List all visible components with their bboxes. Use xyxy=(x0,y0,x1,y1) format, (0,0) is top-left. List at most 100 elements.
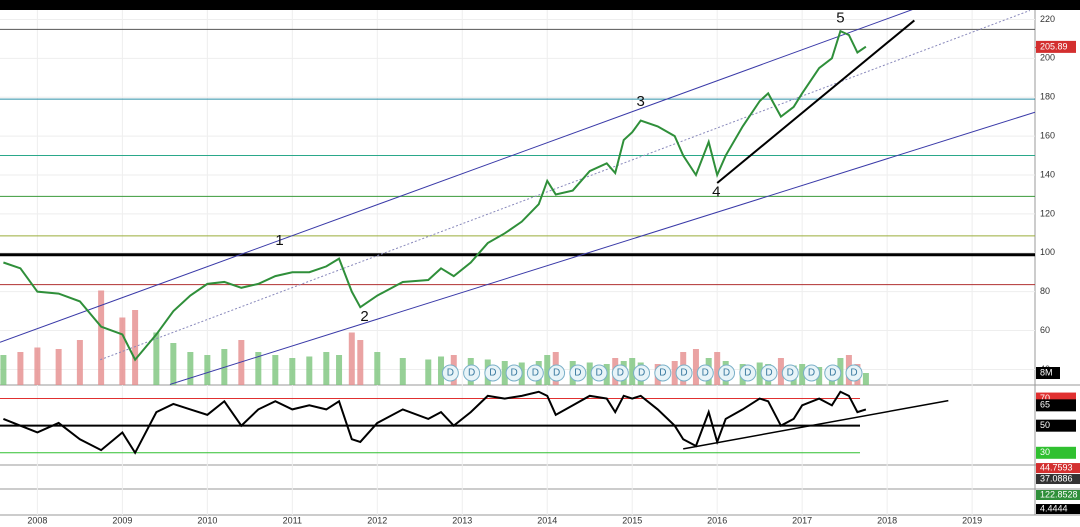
y-tick-label: 180 xyxy=(1040,92,1055,102)
x-tick-label: 2010 xyxy=(197,515,217,525)
dividend-marker xyxy=(633,364,651,382)
volume-bar xyxy=(238,340,245,385)
volume-bar xyxy=(629,358,636,385)
volume-bar xyxy=(692,349,699,385)
volume-bar xyxy=(374,352,381,385)
wave-label: 2 xyxy=(360,308,368,325)
dividend-marker xyxy=(484,364,502,382)
dividend-label: D xyxy=(787,368,794,379)
macd-label: 4.4444 xyxy=(1040,503,1068,513)
dividend-marker xyxy=(569,364,587,382)
rsi-last-label: 65 xyxy=(1040,400,1050,410)
volume-bar xyxy=(586,362,593,385)
stoch-label: 37.0886 xyxy=(1040,473,1073,483)
trend-line xyxy=(169,111,1035,385)
volume-label: 8M xyxy=(1040,367,1053,377)
wave-label: 1 xyxy=(275,232,283,249)
dividend-label: D xyxy=(468,368,475,379)
dividend-label: D xyxy=(744,368,751,379)
last-price: 205.89 xyxy=(1040,41,1068,51)
x-tick-label: 2015 xyxy=(622,515,642,525)
wave-label: 3 xyxy=(637,93,645,110)
volume-bar xyxy=(714,352,721,385)
x-tick-label: 2014 xyxy=(537,515,557,525)
dividend-label: D xyxy=(659,368,666,379)
volume-bar xyxy=(132,310,139,385)
y-tick-label: 160 xyxy=(1040,130,1055,140)
macd-label: 122.8528 xyxy=(1040,489,1078,499)
dividend-label: D xyxy=(808,368,815,379)
rsi-level-label-box xyxy=(1036,446,1076,459)
main-plot xyxy=(0,10,1035,385)
y-tick-label: 100 xyxy=(1040,247,1055,257)
dividend-label: D xyxy=(595,368,602,379)
dividend-label: D xyxy=(723,368,730,379)
dividend-label: D xyxy=(510,368,517,379)
dividend-label: D xyxy=(829,368,836,379)
dividend-marker xyxy=(590,364,608,382)
wave-label: 5 xyxy=(836,9,844,26)
volume-bar xyxy=(306,356,313,385)
volume-bar xyxy=(799,364,806,385)
volume-bar xyxy=(34,347,41,385)
dividend-label: D xyxy=(765,368,772,379)
dividend-label: D xyxy=(447,368,454,379)
volume-bar xyxy=(204,355,211,385)
volume-bar xyxy=(255,352,262,385)
volume-bar xyxy=(187,352,194,385)
dividend-marker xyxy=(781,364,799,382)
trend-line xyxy=(0,10,913,343)
stoch-box xyxy=(1036,474,1080,485)
wave-label: 4 xyxy=(712,183,720,200)
y-tick-label: 220 xyxy=(1040,14,1055,24)
dividend-label: D xyxy=(489,368,496,379)
x-tick-label: 2008 xyxy=(27,515,47,525)
y-tick-label: 120 xyxy=(1040,208,1055,218)
volume-bar xyxy=(357,340,364,385)
x-tick-label: 2012 xyxy=(367,515,387,525)
x-tick-label: 2016 xyxy=(707,515,727,525)
volume-label-box xyxy=(1036,367,1060,379)
top-bar xyxy=(0,0,1080,10)
dividend-label: D xyxy=(850,368,857,379)
rsi-level-label: 30 xyxy=(1040,447,1050,457)
dividend-label: D xyxy=(617,368,624,379)
y-tick-label: 60 xyxy=(1040,325,1050,335)
rsi-last-box xyxy=(1036,399,1076,412)
volume-bar xyxy=(98,290,105,385)
dividend-marker xyxy=(675,364,693,382)
dividend-label: D xyxy=(702,368,709,379)
volume-bar xyxy=(544,355,551,385)
volume-bar xyxy=(153,332,160,385)
y-tick-label: 200 xyxy=(1040,53,1055,63)
y-tick-label: 80 xyxy=(1040,286,1050,296)
trend-line xyxy=(716,19,915,184)
rsi-level-label: 50 xyxy=(1040,420,1050,430)
last-price-mark xyxy=(1035,46,1036,48)
last-price-box xyxy=(1036,40,1076,53)
stoch-box xyxy=(1036,463,1080,474)
dividend-marker xyxy=(739,364,757,382)
rsi-line xyxy=(3,390,867,455)
volume-bar xyxy=(777,358,784,385)
dividend-marker xyxy=(760,364,778,382)
volume-bar xyxy=(76,340,83,385)
volume-bar xyxy=(0,355,7,385)
volume-bar xyxy=(272,355,279,385)
dividend-label: D xyxy=(574,368,581,379)
rsi-level-label-box xyxy=(1036,419,1076,432)
dividend-marker xyxy=(611,364,629,382)
volume-bar xyxy=(671,361,678,385)
trend-line xyxy=(100,10,1031,361)
macd-box xyxy=(1036,504,1080,515)
volume-bar xyxy=(862,373,869,385)
volume-bar xyxy=(17,352,24,385)
macd-box xyxy=(1036,489,1080,500)
rsi-level-label: 70 xyxy=(1040,393,1050,403)
volume-bar xyxy=(289,358,296,385)
price-line xyxy=(3,29,867,362)
dividend-label: D xyxy=(638,368,645,379)
rsi-trendline xyxy=(683,399,949,450)
volume-bar xyxy=(756,362,763,385)
